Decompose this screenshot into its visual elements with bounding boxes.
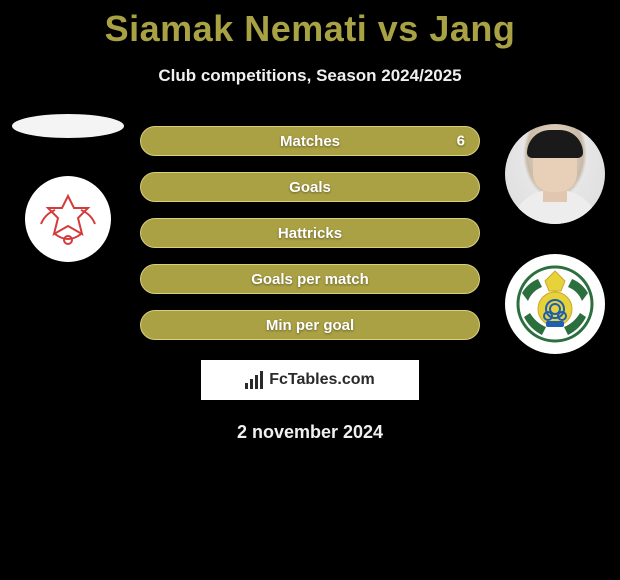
stat-label: Hattricks xyxy=(278,225,342,242)
club-badge-right-icon xyxy=(512,261,598,347)
brand-bars-icon xyxy=(245,371,263,389)
stat-bar-goals: Goals xyxy=(140,172,480,202)
club-badge-left-icon xyxy=(33,184,103,254)
stat-value-right: 6 xyxy=(457,133,465,150)
footer-date: 2 november 2024 xyxy=(0,422,620,443)
stat-bar-min-per-goal: Min per goal xyxy=(140,310,480,340)
stat-bar-matches: Matches 6 xyxy=(140,126,480,156)
stats-bars: Matches 6 Goals Hattricks Goals per matc… xyxy=(140,126,480,340)
player-right-photo xyxy=(505,124,605,224)
player-left-column xyxy=(8,114,128,262)
stat-bar-goals-per-match: Goals per match xyxy=(140,264,480,294)
stat-label: Goals per match xyxy=(251,271,369,288)
stat-label: Matches xyxy=(280,133,340,150)
player-left-photo-placeholder xyxy=(12,114,124,138)
comparison-row: Matches 6 Goals Hattricks Goals per matc… xyxy=(0,126,620,340)
brand-box[interactable]: FcTables.com xyxy=(201,360,419,400)
page-title: Siamak Nemati vs Jang xyxy=(0,0,620,50)
stat-label: Min per goal xyxy=(266,317,354,334)
stat-bar-hattricks: Hattricks xyxy=(140,218,480,248)
page-subtitle: Club competitions, Season 2024/2025 xyxy=(0,66,620,86)
player-left-club-badge xyxy=(25,176,111,262)
stat-label: Goals xyxy=(289,179,331,196)
player-right-club-badge xyxy=(505,254,605,354)
brand-label: FcTables.com xyxy=(269,371,375,389)
player-right-column xyxy=(500,124,610,354)
